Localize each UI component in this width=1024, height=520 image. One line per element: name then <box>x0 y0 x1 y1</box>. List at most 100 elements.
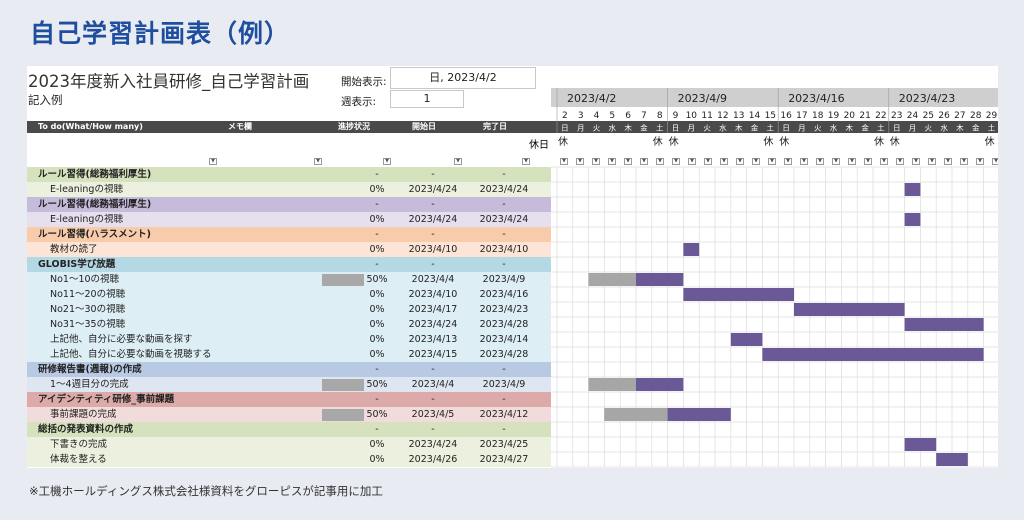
filter-dropdown-icon[interactable]: ▼ <box>896 158 904 165</box>
cell-start: 2023/4/24 <box>408 439 458 450</box>
filter-dropdown-icon[interactable]: ▼ <box>736 158 744 165</box>
cell-name: 上記他、自分に必要な動画を視聴する <box>50 349 212 360</box>
category-row[interactable]: ルール習得(総務福利厚生) - - - <box>27 197 551 212</box>
day-number: 5 <box>609 111 615 121</box>
filter-dropdown-icon[interactable]: ▼ <box>560 158 568 165</box>
filter-dropdown-icon[interactable]: ▼ <box>944 158 952 165</box>
cell-end: 2023/4/14 <box>479 334 529 345</box>
task-row[interactable]: 上記他、自分に必要な動画を探す 0% 2023/4/13 2023/4/14 <box>27 332 551 347</box>
filter-dropdown-icon[interactable]: ▼ <box>656 158 664 165</box>
spreadsheet[interactable]: 2023年度新入社員研修_自己学習計画 記入例 開始表示: 日, 2023/4/… <box>27 66 998 468</box>
task-row[interactable]: 体裁を整える 0% 2023/4/26 2023/4/27 <box>27 452 551 467</box>
holiday-mark: 休 <box>779 136 789 148</box>
cell-name: No21～30の視聴 <box>50 304 126 315</box>
filter-dropdown-icon[interactable]: ▼ <box>976 158 984 165</box>
filter-dropdown-icon[interactable]: ▼ <box>383 158 391 165</box>
filter-dropdown-icon[interactable]: ▼ <box>832 158 840 165</box>
category-row[interactable]: ルール習得(ハラスメント) - - - <box>27 227 551 242</box>
filter-dropdown-icon[interactable]: ▼ <box>454 158 462 165</box>
cell-end: - <box>502 169 506 180</box>
holiday-mark: 休 <box>653 136 663 148</box>
category-row[interactable]: 総括の発表資料の作成 - - - <box>27 422 551 437</box>
filter-dropdown-icon[interactable]: ▼ <box>768 158 776 165</box>
cell-name: 1～4週目分の完成 <box>50 379 129 390</box>
week-header-band <box>551 88 998 107</box>
task-row[interactable]: E-leaningの視聴 0% 2023/4/24 2023/4/24 <box>27 182 551 197</box>
cell-progress: - <box>375 364 379 375</box>
cell-end: 2023/4/24 <box>479 184 529 195</box>
gantt-done-bar <box>588 378 636 391</box>
cell-progress: 0% <box>369 349 385 360</box>
task-row[interactable]: 教材の読了 0% 2023/4/10 2023/4/10 <box>27 242 551 257</box>
week-label: 2023/4/2 <box>567 92 616 105</box>
cell-end: 2023/4/9 <box>482 379 526 390</box>
task-row[interactable]: 上記他、自分に必要な動画を視聴する 0% 2023/4/15 2023/4/28 <box>27 347 551 362</box>
filter-dropdown-icon[interactable]: ▼ <box>848 158 856 165</box>
cell-progress: 0% <box>369 244 385 255</box>
cell-start: - <box>431 424 435 435</box>
filter-dropdown-icon[interactable]: ▼ <box>960 158 968 165</box>
task-row[interactable]: No1～10の視聴 50% 2023/4/4 2023/4/9 <box>27 272 551 287</box>
filter-dropdown-icon[interactable]: ▼ <box>608 158 616 165</box>
weekday-header-band <box>551 121 998 133</box>
filter-dropdown-icon[interactable]: ▼ <box>720 158 728 165</box>
cell-start: - <box>431 229 435 240</box>
sheet-subtitle: 記入例 <box>28 93 63 107</box>
cell-end: 2023/4/16 <box>479 289 529 300</box>
cell-progress: 0% <box>369 454 385 465</box>
week-display-input[interactable]: 1 <box>390 90 464 108</box>
task-row[interactable]: No21～30の視聴 0% 2023/4/17 2023/4/23 <box>27 302 551 317</box>
filter-dropdown-icon[interactable]: ▼ <box>928 158 936 165</box>
cell-progress: 0% <box>369 319 385 330</box>
gantt-plan-bar <box>904 438 937 451</box>
task-row[interactable]: No31～35の視聴 0% 2023/4/24 2023/4/28 <box>27 317 551 332</box>
category-row[interactable]: アイデンティティ研修_事前課題 - - - <box>27 392 551 407</box>
filter-dropdown-icon[interactable]: ▼ <box>800 158 808 165</box>
filter-dropdown-icon[interactable]: ▼ <box>880 158 888 165</box>
filter-dropdown-icon[interactable]: ▼ <box>688 158 696 165</box>
filter-dropdown-icon[interactable]: ▼ <box>314 158 322 165</box>
task-row[interactable]: E-leaningの視聴 0% 2023/4/24 2023/4/24 <box>27 212 551 227</box>
filter-dropdown-icon[interactable]: ▼ <box>816 158 824 165</box>
cell-start: 2023/4/24 <box>408 184 458 195</box>
gantt-plan-bar <box>904 183 921 196</box>
filter-dropdown-icon[interactable]: ▼ <box>752 158 760 165</box>
filter-dropdown-icon[interactable]: ▼ <box>592 158 600 165</box>
filter-dropdown-icon[interactable]: ▼ <box>672 158 680 165</box>
start-display-input[interactable]: 日, 2023/4/2 <box>390 67 536 89</box>
filter-dropdown-icon[interactable]: ▼ <box>864 158 872 165</box>
cell-progress: - <box>375 199 379 210</box>
filter-dropdown-icon[interactable]: ▼ <box>522 158 530 165</box>
task-row[interactable]: 1～4週目分の完成 50% 2023/4/4 2023/4/9 <box>27 377 551 392</box>
filter-dropdown-icon[interactable]: ▼ <box>640 158 648 165</box>
day-number: 2 <box>562 111 568 121</box>
category-row[interactable]: 研修報告書(週報)の作成 - - - <box>27 362 551 377</box>
task-row[interactable]: 事前課題の完成 50% 2023/4/5 2023/4/12 <box>27 407 551 422</box>
cell-progress: - <box>375 229 379 240</box>
weekday-label: 金 <box>972 123 980 133</box>
day-number: 18 <box>812 111 824 121</box>
day-number: 6 <box>625 111 631 121</box>
col-progress-header: 進捗状況 <box>338 122 370 131</box>
gantt-plan-bar <box>794 303 905 316</box>
cell-end: 2023/4/28 <box>479 319 529 330</box>
gantt-plan-bar <box>762 348 984 361</box>
filter-dropdown-icon[interactable]: ▼ <box>704 158 712 165</box>
filter-dropdown-icon[interactable]: ▼ <box>576 158 584 165</box>
filter-dropdown-icon[interactable]: ▼ <box>209 158 217 165</box>
holiday-mark: 休 <box>985 136 995 148</box>
task-row[interactable]: No11～20の視聴 0% 2023/4/10 2023/4/16 <box>27 287 551 302</box>
gantt-plan-bar <box>904 318 984 331</box>
filter-dropdown-icon[interactable]: ▼ <box>624 158 632 165</box>
cell-start: 2023/4/10 <box>408 244 458 255</box>
cell-name: アイデンティティ研修_事前課題 <box>38 394 175 405</box>
gantt-plan-bar <box>730 333 763 346</box>
start-display-label: 開始表示: <box>341 76 387 88</box>
filter-dropdown-icon[interactable]: ▼ <box>912 158 920 165</box>
category-row[interactable]: ルール習得(総務福利厚生) - - - <box>27 167 551 182</box>
category-row[interactable]: GLOBIS学び放題 - - - <box>27 257 551 272</box>
task-row[interactable]: 下書きの完成 0% 2023/4/24 2023/4/25 <box>27 437 551 452</box>
weekday-label: 月 <box>909 124 917 133</box>
filter-dropdown-icon[interactable]: ▼ <box>992 158 998 165</box>
filter-dropdown-icon[interactable]: ▼ <box>784 158 792 165</box>
